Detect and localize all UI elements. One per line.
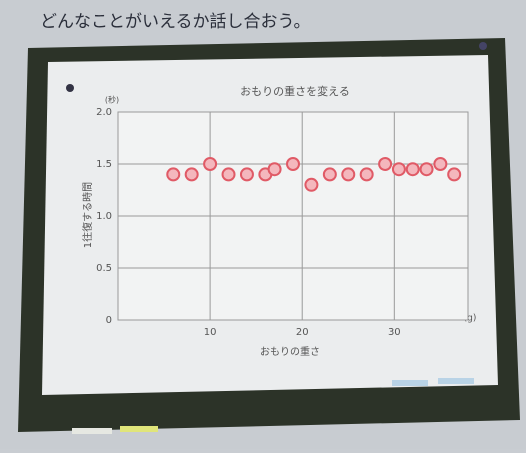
- x-axis-label: おもりの重さ: [260, 345, 320, 358]
- point: [286, 157, 300, 171]
- chalk: [120, 426, 158, 432]
- eraser: [392, 380, 428, 386]
- point: [184, 167, 199, 182]
- y-tick-label: 0: [106, 315, 112, 326]
- point: [419, 162, 434, 177]
- point: [267, 162, 282, 177]
- x-unit: (g): [464, 314, 477, 324]
- y-tick-label: 0.5: [96, 263, 112, 274]
- x-tick-label: 20: [296, 327, 309, 338]
- point: [341, 167, 356, 182]
- magnet: [66, 84, 74, 92]
- y-tick-label: 2.0: [96, 107, 112, 118]
- point: [433, 157, 448, 171]
- point: [239, 167, 254, 182]
- point: [447, 167, 462, 182]
- point: [359, 167, 374, 182]
- x-tick-label: 30: [388, 327, 401, 338]
- y-unit: (秒): [105, 95, 119, 105]
- point: [405, 162, 420, 177]
- chalk: [72, 428, 112, 434]
- eraser: [438, 378, 474, 384]
- point: [378, 157, 393, 171]
- point: [166, 167, 181, 182]
- y-axis-label: 1往復する時間: [81, 182, 94, 248]
- point: [203, 157, 218, 171]
- y-tick-label: 1.5: [96, 159, 112, 170]
- point: [304, 177, 319, 192]
- magnet: [479, 42, 487, 50]
- x-tick-label: 10: [204, 327, 217, 338]
- point: [391, 162, 406, 177]
- point: [221, 167, 236, 182]
- instruction: どんなことがいえるか話し合おう。: [40, 12, 310, 32]
- point: [322, 167, 337, 182]
- y-tick-label: 1.0: [96, 211, 112, 222]
- chart-title: おもりの重さを変える: [240, 84, 350, 98]
